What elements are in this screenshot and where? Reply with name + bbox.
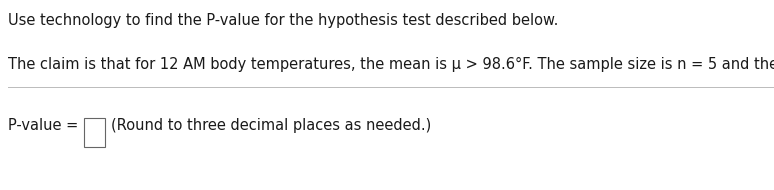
Text: P-value =: P-value = — [8, 118, 83, 133]
Text: (Round to three decimal places as needed.): (Round to three decimal places as needed… — [111, 118, 432, 133]
FancyBboxPatch shape — [84, 118, 105, 147]
Text: The claim is that for 12 AM body temperatures, the mean is μ > 98.6°F. The sampl: The claim is that for 12 AM body tempera… — [8, 57, 774, 72]
Text: Use technology to find the P-value for the hypothesis test described below.: Use technology to find the P-value for t… — [8, 13, 558, 28]
